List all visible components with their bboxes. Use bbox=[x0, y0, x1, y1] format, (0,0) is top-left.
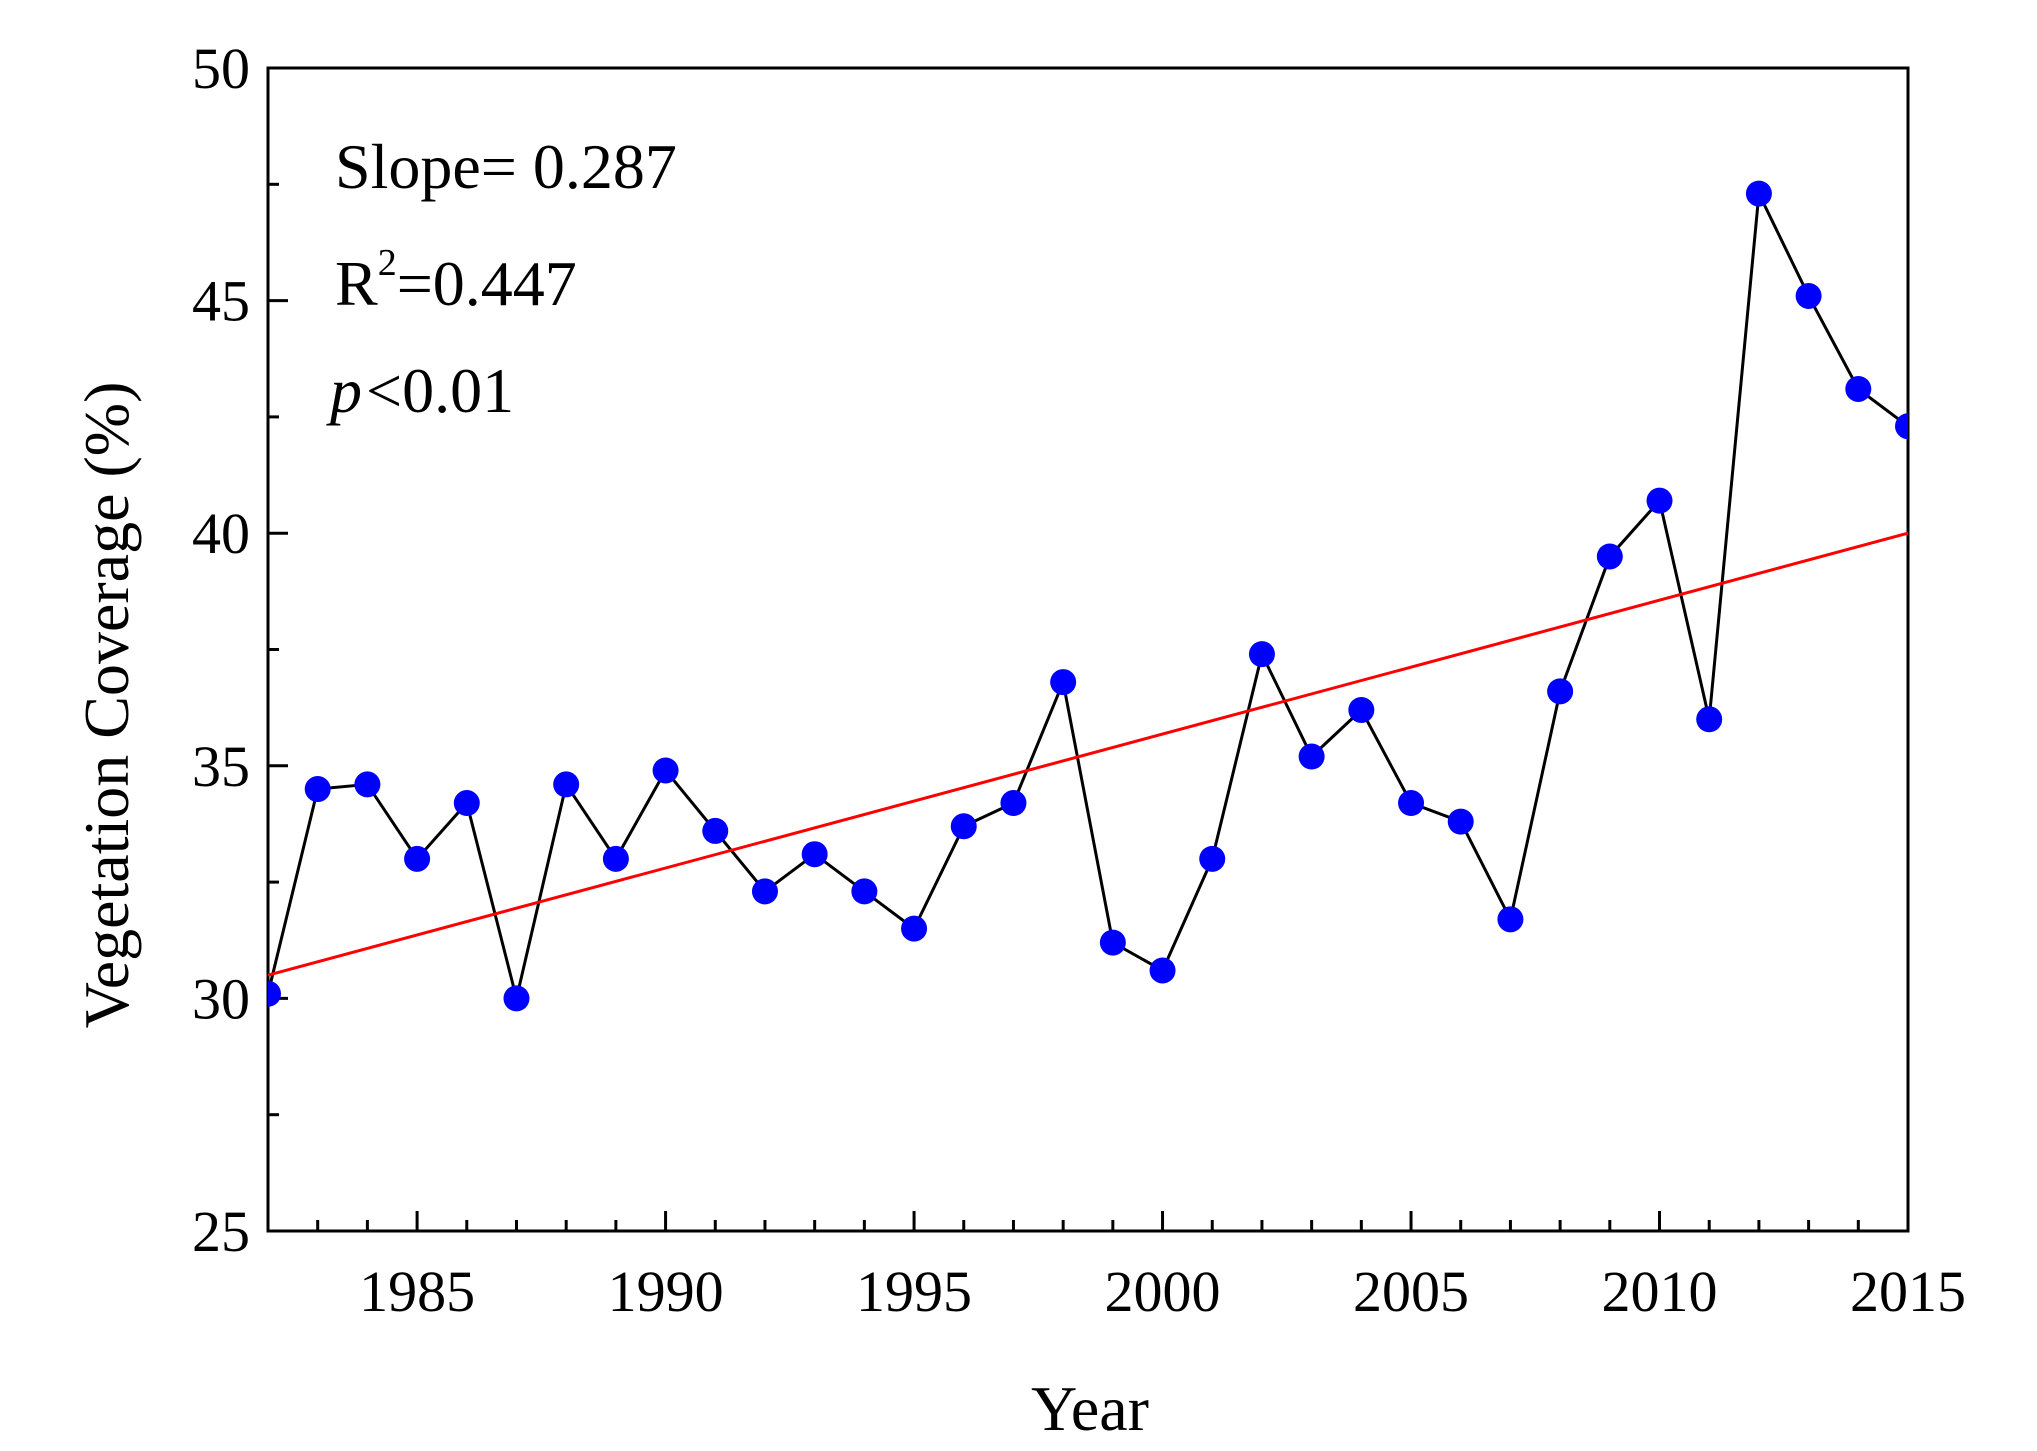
plot-layer: 1985 1990 1995 2000 2005 2010 2015 25 30 35 40 45 50 bbox=[192, 36, 1966, 1324]
data-point bbox=[801, 841, 828, 868]
data-point bbox=[503, 985, 530, 1012]
x-tick-label: 2000 bbox=[1105, 1259, 1221, 1324]
y-tick-label: 40 bbox=[192, 501, 250, 566]
r-squared-prefix: R bbox=[335, 248, 378, 319]
x-tick-label: 2010 bbox=[1602, 1259, 1718, 1324]
y-tick-label: 30 bbox=[192, 966, 250, 1031]
data-point bbox=[1398, 790, 1425, 817]
data-point bbox=[304, 776, 331, 803]
data-point bbox=[702, 817, 729, 844]
x-tick-label: 2005 bbox=[1353, 1259, 1469, 1324]
data-point bbox=[901, 915, 928, 942]
y-tick-label: 45 bbox=[192, 269, 250, 334]
data-point bbox=[1696, 706, 1723, 733]
data-point bbox=[1199, 845, 1226, 872]
y-tick-label: 25 bbox=[192, 1199, 250, 1264]
data-point bbox=[1745, 180, 1772, 207]
data-point bbox=[553, 771, 580, 798]
x-tick-label: 2015 bbox=[1850, 1259, 1966, 1324]
data-point bbox=[1447, 808, 1474, 835]
data-point bbox=[751, 878, 778, 905]
p-value-annotation: p<0.01 bbox=[326, 355, 514, 426]
plot-frame bbox=[266, 66, 1910, 1233]
y-tick-label: 50 bbox=[192, 36, 250, 101]
data-point bbox=[1000, 790, 1027, 817]
p-value: <0.01 bbox=[366, 355, 514, 426]
y-axis-title: Vegetation Coverage (%) bbox=[71, 382, 142, 1029]
data-point bbox=[652, 757, 679, 784]
slope-annotation: Slope= 0.287 bbox=[335, 131, 677, 202]
data-point bbox=[1050, 669, 1077, 696]
data-point bbox=[404, 845, 431, 872]
r-squared-superscript: 2 bbox=[378, 242, 397, 284]
data-point bbox=[1646, 487, 1673, 514]
data-point bbox=[1099, 929, 1126, 956]
r-squared-annotation: R2=0.447 bbox=[335, 242, 577, 319]
data-point bbox=[1497, 906, 1524, 933]
data-point bbox=[1596, 543, 1623, 570]
x-axis-title: Year bbox=[1031, 1373, 1149, 1444]
data-point bbox=[1547, 678, 1574, 705]
data-point bbox=[354, 771, 381, 798]
data-point bbox=[1149, 957, 1176, 984]
data-point bbox=[1795, 282, 1822, 309]
p-symbol: p bbox=[326, 355, 362, 426]
data-point bbox=[1298, 743, 1325, 770]
x-tick-label: 1990 bbox=[608, 1259, 724, 1324]
data-point bbox=[268, 980, 281, 1007]
x-tick-label: 1985 bbox=[359, 1259, 475, 1324]
x-tick-label: 1995 bbox=[856, 1259, 972, 1324]
data-point bbox=[602, 845, 629, 872]
data-point bbox=[1348, 696, 1375, 723]
trend-line bbox=[267, 531, 1909, 977]
data-point bbox=[1845, 375, 1872, 402]
y-tick-label: 35 bbox=[192, 734, 250, 799]
data-point bbox=[1895, 413, 1908, 440]
data-point bbox=[851, 878, 878, 905]
data-point bbox=[950, 813, 977, 840]
data-point bbox=[1248, 641, 1275, 668]
series-line-vegetation-coverage bbox=[266, 188, 1909, 999]
r-squared-value: =0.447 bbox=[397, 248, 577, 319]
data-point bbox=[453, 790, 480, 817]
